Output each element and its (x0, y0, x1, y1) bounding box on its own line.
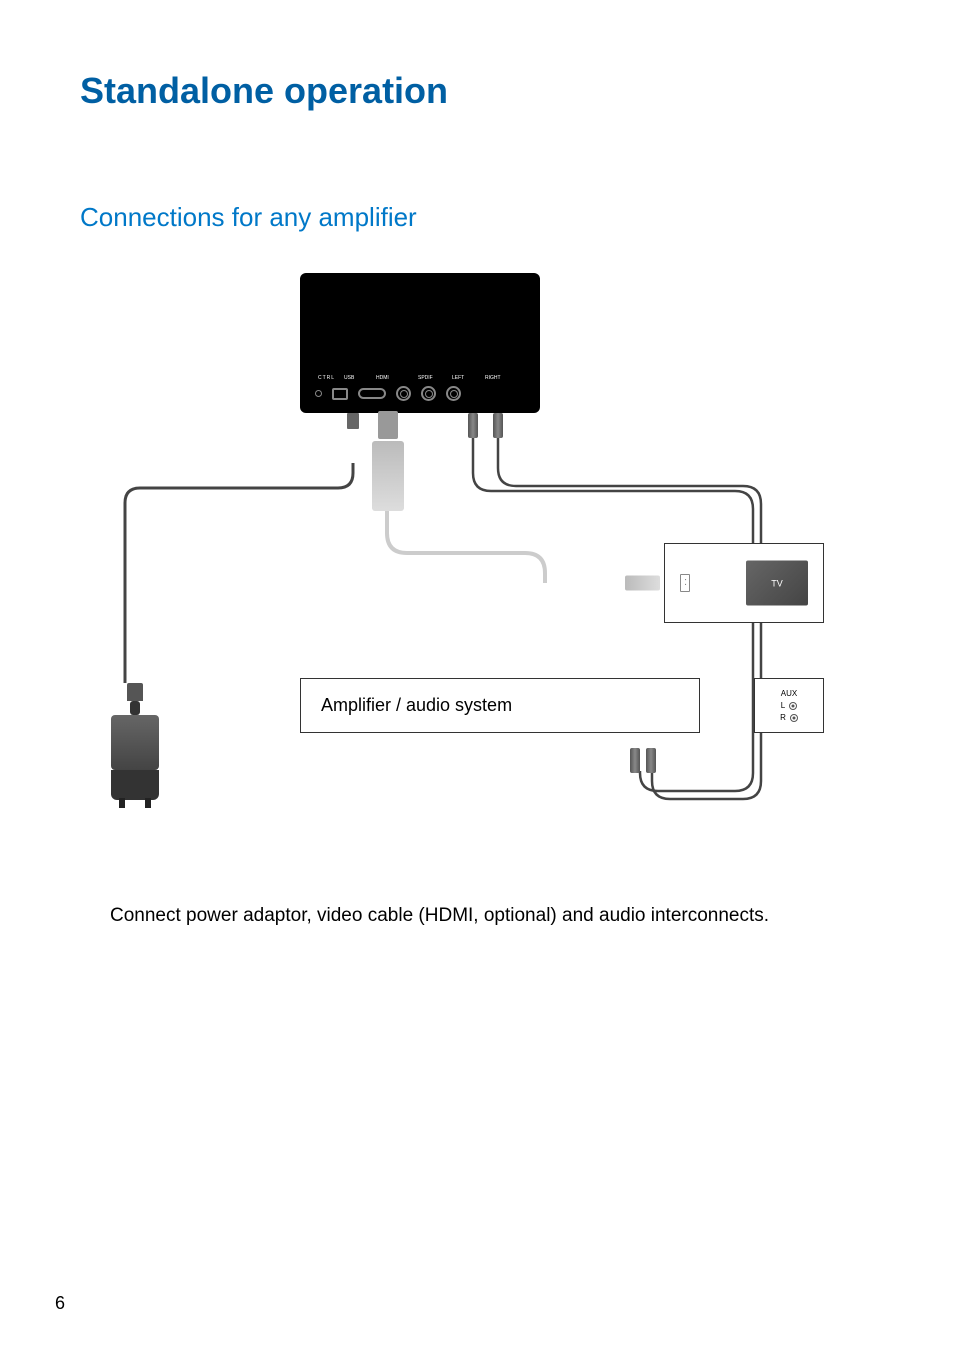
rca-plug-left-device (468, 413, 478, 438)
port-label-spdif: SPDIF (418, 375, 433, 381)
connection-diagram: CTRL USB HDMI SPDIF LEFT RIGHT TV Amplif… (80, 273, 874, 873)
amplifier-box: Amplifier / audio system (300, 678, 700, 733)
left-rca-port (421, 386, 436, 401)
port-label-left: LEFT (452, 375, 464, 381)
usb-connector (347, 413, 359, 429)
port-label-ctrl: CTRL (318, 375, 335, 381)
aux-input-box: AUX L R (754, 678, 824, 733)
rca-plug-right-device (493, 413, 503, 438)
port-label-usb: USB (344, 375, 354, 381)
usb-port (332, 388, 348, 400)
streamer-device: CTRL USB HDMI SPDIF LEFT RIGHT (300, 273, 540, 413)
right-rca-port (446, 386, 461, 401)
section-heading: Connections for any amplifier (80, 202, 874, 233)
page-heading: Standalone operation (80, 70, 874, 112)
port-label-hdmi: HDMI (376, 375, 389, 381)
hdmi-port (358, 388, 386, 399)
spdif-port (396, 386, 411, 401)
aux-left-jack (789, 702, 797, 710)
rca-plug-left-amp (630, 748, 640, 773)
tv-label: TV (771, 578, 783, 588)
aux-title: AUX (781, 689, 797, 698)
hdmi-cable-body (372, 441, 404, 511)
aux-right-label: R (780, 713, 786, 722)
ctrl-port (315, 390, 322, 397)
amplifier-label: Amplifier / audio system (321, 695, 512, 716)
rca-plug-right-amp (646, 748, 656, 773)
page-number: 6 (55, 1293, 65, 1314)
instruction-text: Connect power adaptor, video cable (HDMI… (80, 903, 874, 930)
tv-hdmi-port (680, 574, 690, 592)
port-label-right: RIGHT (485, 375, 501, 381)
aux-left-label: L (781, 701, 785, 710)
tv-container: TV (664, 543, 824, 623)
hdmi-connector-tv (625, 576, 660, 591)
aux-right-jack (790, 714, 798, 722)
tv-screen: TV (746, 561, 808, 606)
hdmi-connector-device (378, 411, 398, 439)
power-adapter (100, 683, 170, 773)
